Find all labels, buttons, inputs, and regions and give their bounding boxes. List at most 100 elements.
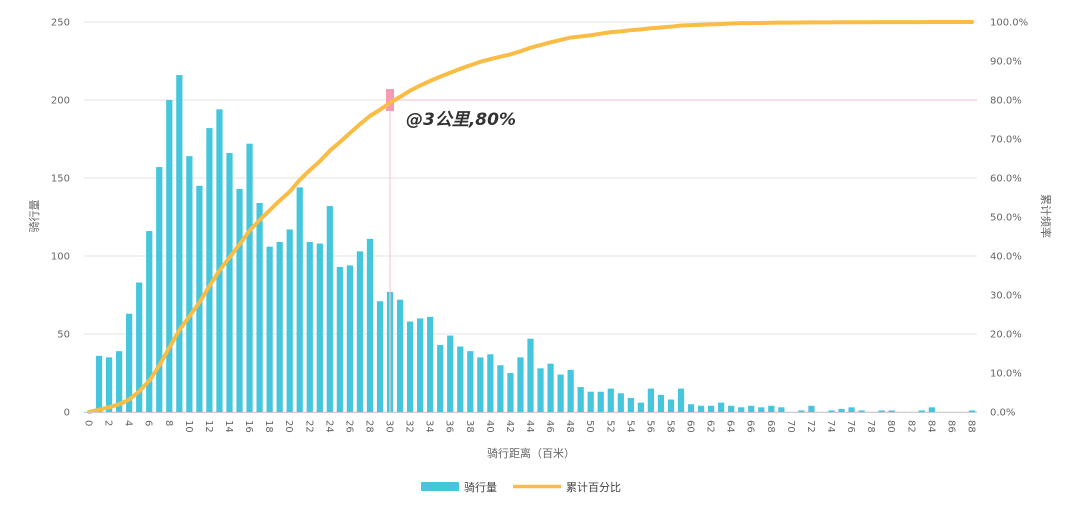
bar[interactable] xyxy=(166,100,173,412)
bar[interactable] xyxy=(968,410,976,412)
bar[interactable] xyxy=(326,206,333,412)
bar[interactable] xyxy=(798,410,805,412)
bar[interactable] xyxy=(206,128,213,412)
bar[interactable] xyxy=(647,388,655,412)
left-tick-label: 100 xyxy=(51,252,70,263)
bar[interactable] xyxy=(577,387,584,412)
bar[interactable] xyxy=(346,265,354,412)
bar[interactable] xyxy=(366,238,374,412)
bar[interactable] xyxy=(878,410,885,412)
bar[interactable] xyxy=(156,167,163,412)
right-tick-label: 70.0% xyxy=(990,135,1022,146)
bar[interactable] xyxy=(888,410,895,412)
bar[interactable] xyxy=(627,397,634,412)
bar[interactable] xyxy=(778,407,785,412)
x-tick-label: 26 xyxy=(343,420,354,433)
legend-label-bars: 骑行量 xyxy=(464,481,497,494)
bar[interactable] xyxy=(607,388,614,412)
bar[interactable] xyxy=(356,251,364,412)
bar[interactable] xyxy=(928,407,935,412)
bar[interactable] xyxy=(447,335,454,412)
cumulative-line[interactable] xyxy=(87,20,974,414)
bar[interactable] xyxy=(336,266,343,412)
bar[interactable] xyxy=(517,357,524,412)
bar[interactable] xyxy=(477,357,484,412)
bar[interactable] xyxy=(246,143,253,412)
bar[interactable] xyxy=(256,202,263,412)
bar[interactable] xyxy=(437,344,444,412)
x-tick-label: 84 xyxy=(925,420,936,433)
bar[interactable] xyxy=(527,338,534,412)
bar[interactable] xyxy=(216,109,223,413)
legend-item-bars[interactable]: 骑行量 xyxy=(421,481,497,494)
bar[interactable] xyxy=(427,316,434,412)
right-tick-label: 50.0% xyxy=(990,213,1022,224)
bar[interactable] xyxy=(497,365,504,412)
x-tick-label: 78 xyxy=(865,420,876,433)
legend-item-line[interactable]: 累计百分比 xyxy=(513,481,621,494)
bar[interactable] xyxy=(176,75,183,412)
x-tick-label: 8 xyxy=(163,420,174,426)
bar[interactable] xyxy=(597,391,604,412)
bar[interactable] xyxy=(587,391,594,412)
legend-swatch-bar xyxy=(421,482,459,491)
bar[interactable] xyxy=(146,231,153,412)
bar[interactable] xyxy=(376,301,384,412)
bar[interactable] xyxy=(507,373,514,412)
bar[interactable] xyxy=(537,368,544,412)
bar[interactable] xyxy=(707,405,715,412)
bar[interactable] xyxy=(547,363,554,412)
bar[interactable] xyxy=(105,357,113,412)
legend-label-line: 累计百分比 xyxy=(566,481,621,494)
bar[interactable] xyxy=(296,187,303,412)
x-tick-label: 24 xyxy=(323,420,334,433)
bar[interactable] xyxy=(657,394,665,412)
bar[interactable] xyxy=(748,405,755,412)
legend[interactable]: 骑行量 累计百分比 xyxy=(421,481,621,494)
x-tick-label: 66 xyxy=(745,420,756,433)
bar[interactable] xyxy=(396,299,404,412)
x-tick-label: 54 xyxy=(624,420,635,433)
bar[interactable] xyxy=(417,318,424,412)
bar[interactable] xyxy=(617,393,624,412)
bar[interactable] xyxy=(316,243,323,412)
bar[interactable] xyxy=(667,399,675,412)
x-tick-label: 70 xyxy=(785,420,796,433)
bar[interactable] xyxy=(828,410,835,412)
x-tick-label: 86 xyxy=(945,420,956,433)
x-tick-label: 6 xyxy=(143,420,154,426)
bar[interactable] xyxy=(276,241,283,412)
bar[interactable] xyxy=(718,402,725,412)
bar[interactable] xyxy=(286,229,293,412)
bar[interactable] xyxy=(758,407,765,412)
right-tick-label: 40.0% xyxy=(990,252,1022,263)
bar[interactable] xyxy=(136,282,143,412)
bar[interactable] xyxy=(768,405,775,412)
bar[interactable] xyxy=(306,241,313,412)
bar[interactable] xyxy=(467,351,474,412)
bar[interactable] xyxy=(226,153,233,413)
bar[interactable] xyxy=(406,321,414,412)
bar[interactable] xyxy=(687,404,695,412)
bar[interactable] xyxy=(738,407,745,412)
bar[interactable] xyxy=(95,355,103,412)
bar[interactable] xyxy=(838,408,845,412)
bar[interactable] xyxy=(808,405,815,412)
bar[interactable] xyxy=(557,374,564,412)
bar[interactable] xyxy=(186,156,193,412)
marker-point[interactable] xyxy=(386,89,395,111)
bar[interactable] xyxy=(848,407,855,412)
bar[interactable] xyxy=(487,354,494,412)
bar[interactable] xyxy=(126,313,133,412)
bar[interactable] xyxy=(697,405,705,412)
bar[interactable] xyxy=(236,188,243,412)
bar[interactable] xyxy=(858,410,865,412)
bar[interactable] xyxy=(266,246,273,412)
bar[interactable] xyxy=(116,351,123,412)
bar[interactable] xyxy=(637,402,644,412)
bar[interactable] xyxy=(457,346,464,412)
bar[interactable] xyxy=(918,410,925,412)
bar[interactable] xyxy=(728,405,735,412)
bar[interactable] xyxy=(677,388,685,412)
bar[interactable] xyxy=(567,369,574,412)
